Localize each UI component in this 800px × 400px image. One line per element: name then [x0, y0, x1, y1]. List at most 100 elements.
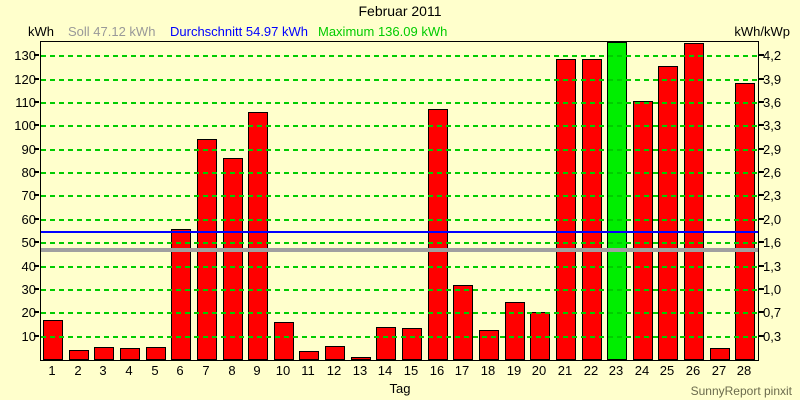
- left-tickmark-70: [34, 194, 39, 196]
- right-tick-label-2,3: 2,3: [763, 188, 782, 203]
- left-tickmark-50: [34, 241, 39, 243]
- bar-day-10: [274, 322, 294, 360]
- gridline-10kwh: [41, 336, 758, 338]
- bar-day-13: [351, 357, 371, 360]
- right-tickmark-90: [759, 148, 764, 150]
- bar-day-6: [171, 229, 191, 360]
- gridline-20kwh: [41, 312, 758, 314]
- x-tick-label-day-26: 26: [685, 363, 701, 378]
- right-tickmark-50: [759, 241, 764, 243]
- left-axis-unit-label: kWh: [28, 24, 54, 39]
- gridline-40kwh: [41, 266, 758, 268]
- x-tick-label-day-5: 5: [151, 363, 159, 378]
- gridline-110kwh: [41, 102, 758, 104]
- maximum-legend-label: Maximum 136.09 kWh: [318, 24, 448, 39]
- bar-day-26: [684, 43, 704, 360]
- bar-day-9: [248, 112, 268, 360]
- right-tick-label-3,3: 3,3: [763, 118, 782, 133]
- bar-day-23: [607, 42, 627, 360]
- plot-area: [40, 41, 759, 361]
- gridline-90kwh: [41, 149, 758, 151]
- right-tickmark-130: [759, 54, 764, 56]
- right-tick-label-1,3: 1,3: [763, 259, 782, 274]
- left-tick-label-60: 60: [21, 212, 36, 227]
- x-tick-label-day-18: 18: [480, 363, 496, 378]
- x-tick-label-day-22: 22: [583, 363, 599, 378]
- x-tick-label-day-24: 24: [634, 363, 650, 378]
- right-tick-label-4,2: 4,2: [763, 48, 782, 63]
- left-tickmark-40: [34, 265, 39, 267]
- x-tick-label-day-1: 1: [48, 363, 56, 378]
- right-tick-label-2,9: 2,9: [763, 142, 782, 157]
- bar-day-21: [556, 59, 576, 360]
- left-tickmark-100: [34, 124, 39, 126]
- gridline-70kwh: [41, 195, 758, 197]
- right-tickmark-60: [759, 218, 764, 220]
- right-tick-label-3,9: 3,9: [763, 72, 782, 87]
- right-tick-label-0,7: 0,7: [763, 305, 782, 320]
- left-tick-label-110: 110: [15, 95, 36, 110]
- x-axis-title: Tag: [389, 381, 411, 396]
- right-tick-label-3,6: 3,6: [763, 95, 782, 110]
- x-tick-label-day-14: 14: [377, 363, 393, 378]
- soll-legend-label: Soll 47.12 kWh: [68, 24, 156, 39]
- right-tickmark-110: [759, 101, 764, 103]
- right-tickmark-100: [759, 124, 764, 126]
- bar-day-8: [223, 158, 243, 360]
- bar-day-24: [633, 101, 653, 360]
- x-tick-label-day-7: 7: [202, 363, 210, 378]
- x-tick-label-day-13: 13: [352, 363, 368, 378]
- x-tick-label-day-27: 27: [711, 363, 727, 378]
- left-tick-label-20: 20: [21, 305, 36, 320]
- x-tick-label-day-19: 19: [506, 363, 522, 378]
- x-tick-label-day-11: 11: [301, 363, 315, 378]
- left-tick-label-40: 40: [21, 259, 36, 274]
- gridline-120kwh: [41, 79, 758, 81]
- durchschnitt-average-line: [41, 231, 758, 233]
- left-tick-label-80: 80: [21, 165, 36, 180]
- x-tick-label-day-3: 3: [99, 363, 107, 378]
- left-tickmark-80: [34, 171, 39, 173]
- bar-day-11: [299, 351, 319, 360]
- bar-day-18: [479, 330, 499, 360]
- credit-text: SunnyReport pinxit: [690, 384, 792, 398]
- gridline-130kwh: [41, 55, 758, 57]
- right-tickmark-20: [759, 311, 764, 313]
- right-tick-label-2,0: 2,0: [763, 212, 782, 227]
- left-tickmark-30: [34, 288, 39, 290]
- gridline-50kwh: [41, 242, 758, 244]
- soll-target-line: [41, 248, 758, 252]
- x-tick-label-day-6: 6: [176, 363, 184, 378]
- durchschnitt-legend-label: Durchschnitt 54.97 kWh: [170, 24, 309, 39]
- x-tick-label-day-25: 25: [659, 363, 675, 378]
- gridline-60kwh: [41, 219, 758, 221]
- bar-day-3: [94, 347, 114, 360]
- right-axis-unit-label: kWh/kWp: [734, 24, 790, 39]
- bar-day-4: [120, 348, 140, 360]
- x-tick-label-day-21: 21: [557, 363, 573, 378]
- left-tick-label-120: 120: [14, 72, 36, 87]
- left-tickmark-10: [34, 335, 39, 337]
- left-tick-label-30: 30: [21, 282, 36, 297]
- left-tick-label-130: 130: [14, 48, 36, 63]
- gridline-100kwh: [41, 125, 758, 127]
- right-tickmark-120: [759, 78, 764, 80]
- left-tickmark-60: [34, 218, 39, 220]
- x-tick-label-day-17: 17: [454, 363, 470, 378]
- bar-day-17: [453, 285, 473, 360]
- left-tick-label-50: 50: [21, 235, 36, 250]
- bar-day-16: [428, 109, 448, 360]
- x-tick-label-day-10: 10: [275, 363, 291, 378]
- right-tick-label-1,0: 1,0: [763, 282, 782, 297]
- chart-title: Februar 2011: [358, 3, 442, 19]
- right-tickmark-30: [759, 288, 764, 290]
- gridline-30kwh: [41, 289, 758, 291]
- x-tick-label-day-9: 9: [253, 363, 261, 378]
- right-tickmark-10: [759, 335, 764, 337]
- left-tick-label-100: 100: [14, 118, 36, 133]
- bar-day-5: [146, 347, 166, 360]
- bar-day-27: [710, 348, 730, 360]
- bar-day-19: [505, 302, 525, 360]
- bar-day-14: [376, 327, 396, 360]
